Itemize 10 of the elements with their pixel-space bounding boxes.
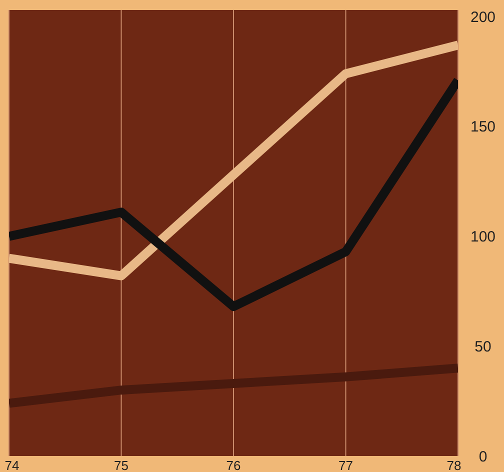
x-tick-label: 76 (226, 458, 241, 472)
y-tick-label: 100 (470, 228, 496, 246)
x-tick-label: 78 (446, 458, 462, 472)
y-tick-label: 50 (474, 338, 492, 356)
x-tick-label: 75 (114, 458, 128, 472)
x-tick-label: 77 (338, 458, 353, 472)
y-tick-label: 150 (470, 118, 496, 136)
x-tick-label: 74 (4, 458, 20, 472)
y-tick-label: 200 (470, 8, 496, 26)
y-tick-label: 0 (478, 448, 488, 466)
